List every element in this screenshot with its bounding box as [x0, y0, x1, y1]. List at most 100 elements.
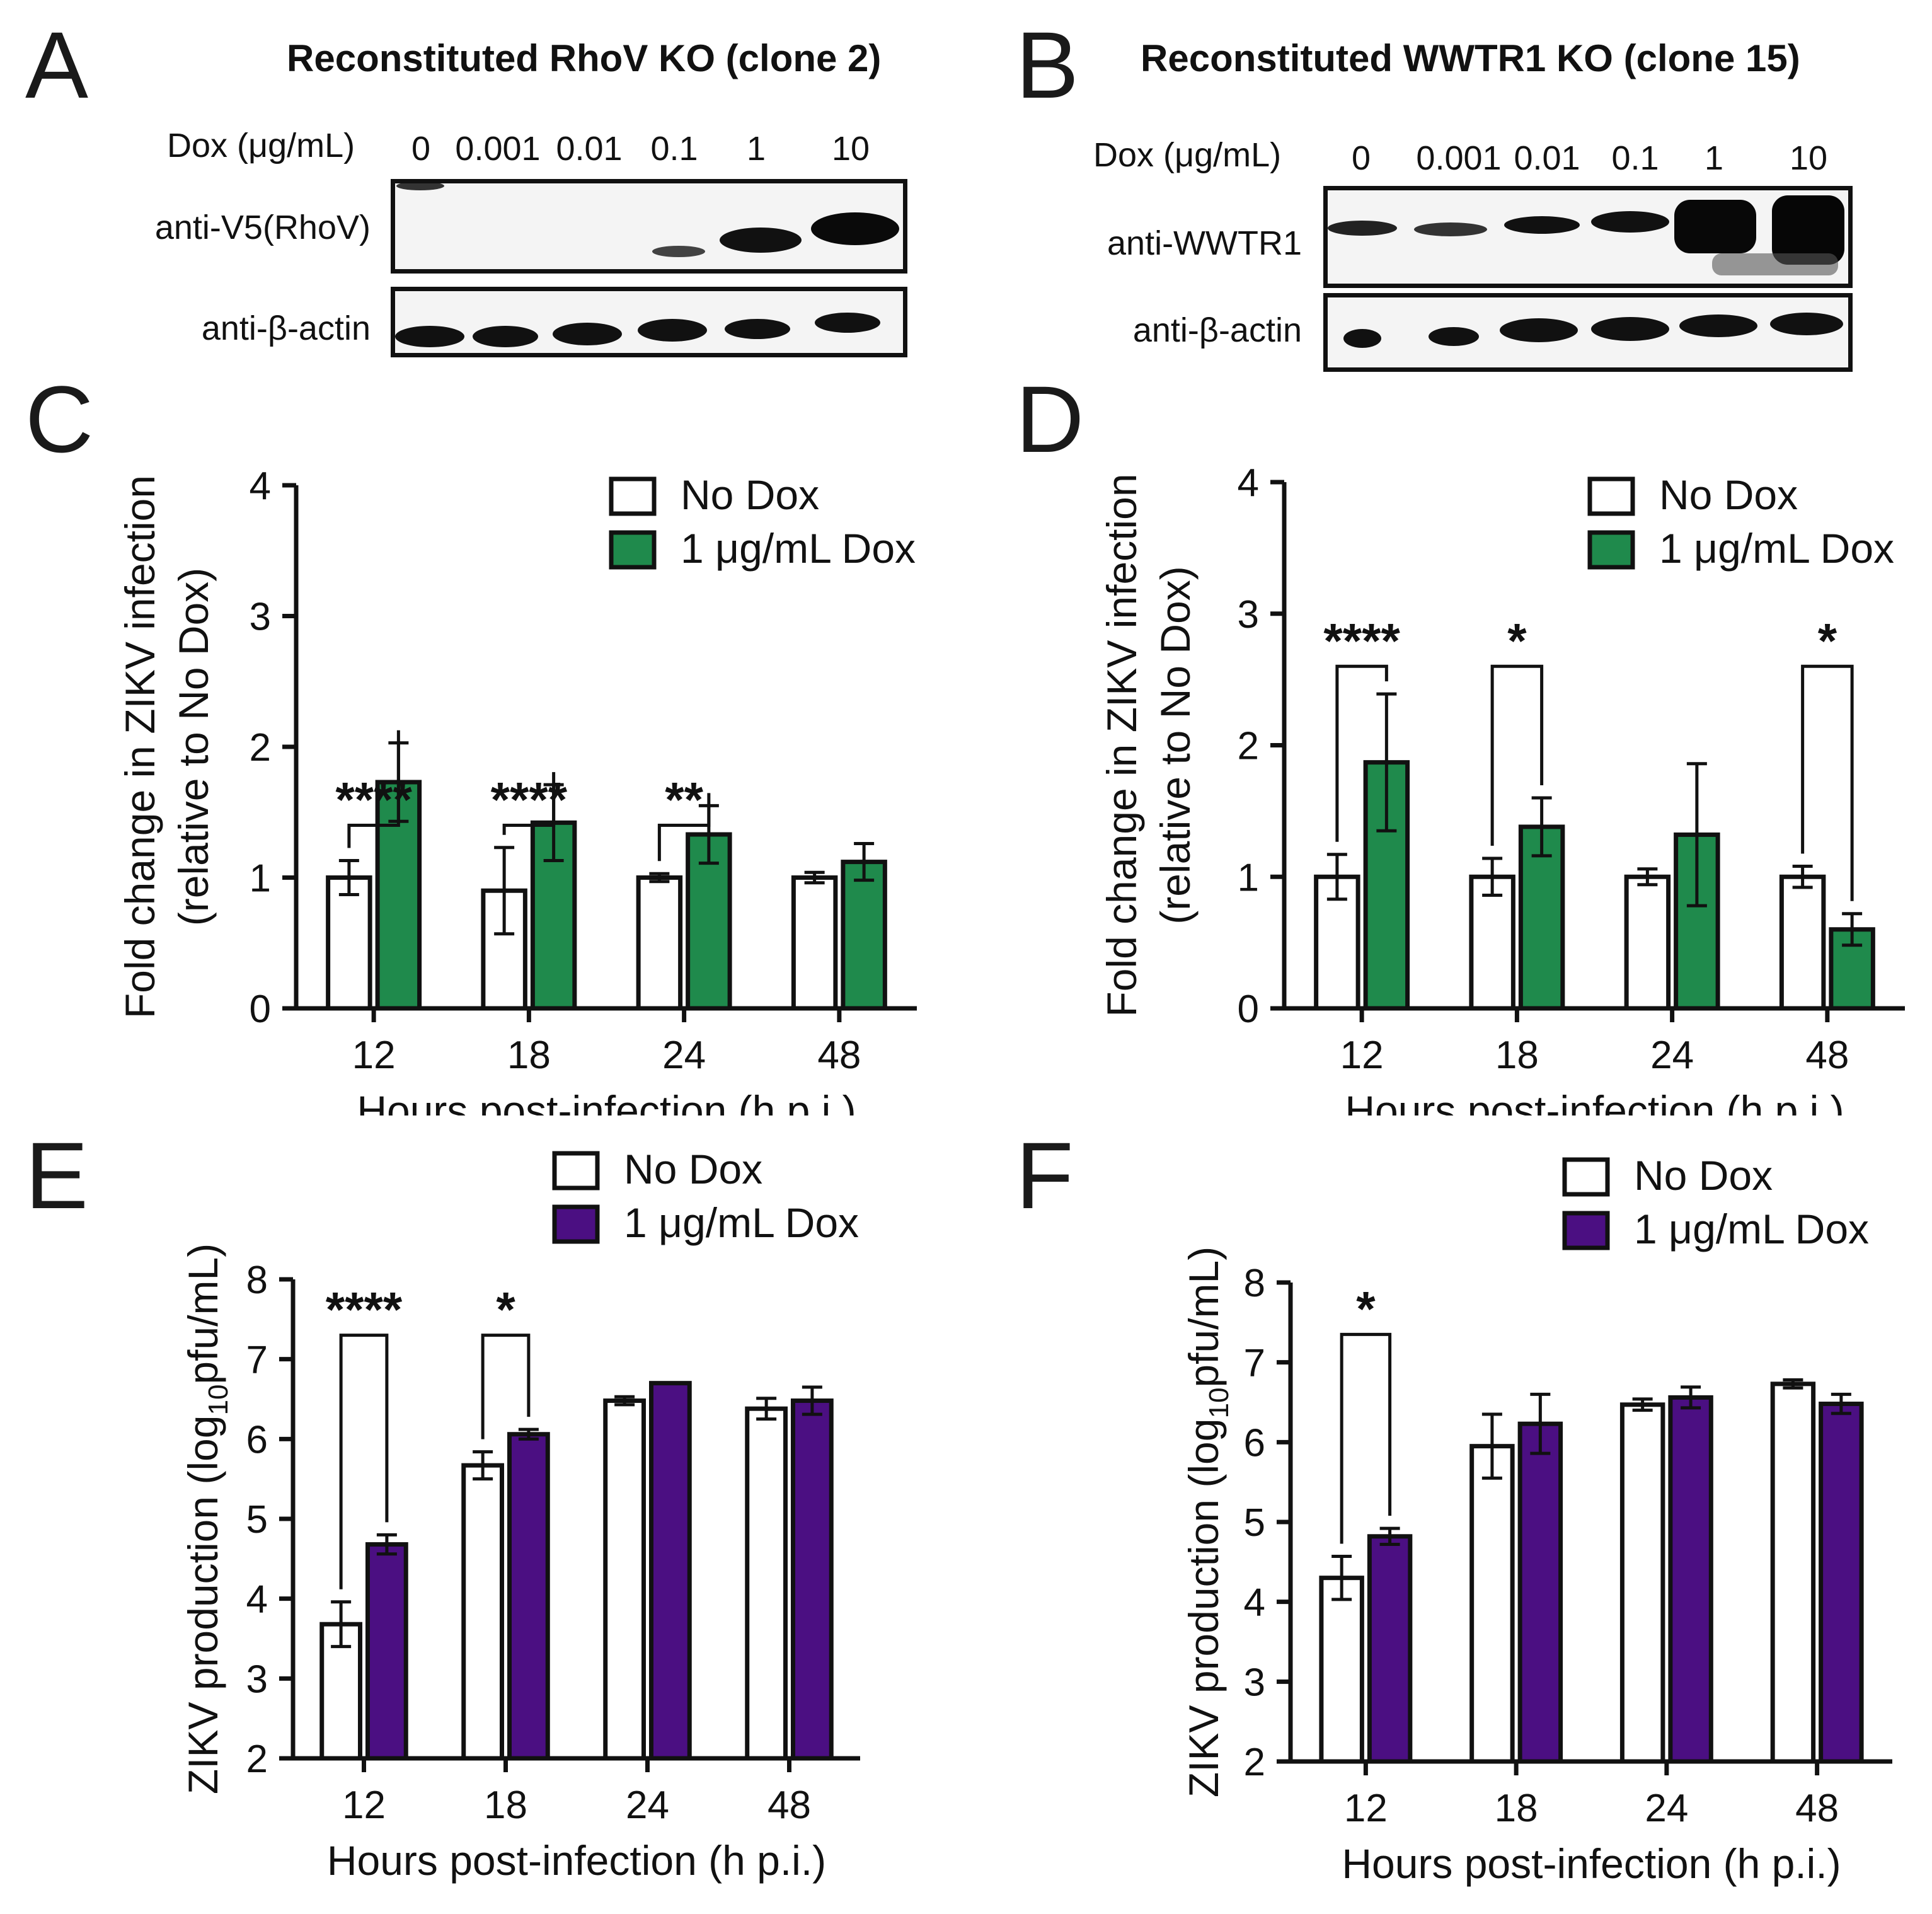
bar	[365, 1542, 408, 1761]
blot-b-lane-label: 0.1	[1611, 139, 1659, 177]
y-tick-label: 7	[1244, 1342, 1265, 1385]
panel-letter-b: B	[1016, 12, 1079, 118]
y-axis-title: ZIKV production (log10pfu/mL)	[1180, 1247, 1234, 1797]
bar-chart-f: 2 3 4 5 6 7 8 12 18 24 48 * No Dox 1 μg/mL Dox Hours p…	[1180, 1152, 1892, 1887]
blot-band	[638, 319, 707, 342]
y-tick-label: 2	[1238, 725, 1259, 768]
x-tick-label: 48	[1805, 1034, 1849, 1077]
bar	[1517, 1421, 1563, 1764]
blot-band	[1674, 200, 1756, 253]
bar	[745, 1406, 788, 1761]
significance-label: ****	[326, 1282, 403, 1337]
bar	[1779, 874, 1826, 1011]
bar	[1770, 1381, 1816, 1764]
blot-a-row-label: anti-β-actin	[201, 309, 371, 347]
bar	[1619, 1402, 1665, 1764]
significance-bracket	[1340, 1332, 1392, 1544]
bar	[1624, 874, 1671, 1011]
blot-b-lane-label: 10	[1789, 139, 1828, 177]
x-tick-label: 48	[817, 1034, 861, 1077]
legend-label: 1 μg/mL Dox	[1634, 1206, 1869, 1252]
panel-letter-a: A	[25, 12, 89, 118]
legend-swatch	[1562, 1211, 1610, 1250]
y-tick-label: 4	[1238, 461, 1259, 505]
blot-band	[1343, 329, 1381, 348]
bar	[375, 780, 422, 1011]
x-tick-label: 12	[342, 1784, 386, 1827]
y-tick-label: 6	[246, 1418, 268, 1461]
x-tick-label: 24	[1645, 1787, 1688, 1830]
blot-band	[553, 323, 622, 345]
significance-bracket	[339, 1334, 389, 1589]
blot-b-lane-label: 1	[1704, 139, 1724, 177]
blot-b-lane-label: 0.001	[1416, 139, 1502, 177]
y-axis-title: ZIKV production (log10pfu/mL)	[180, 1243, 234, 1794]
bar	[603, 1398, 646, 1761]
legend-label: No Dox	[624, 1146, 762, 1192]
blot-band	[1591, 317, 1669, 341]
legend-label: No Dox	[1634, 1152, 1773, 1199]
blot-band	[720, 228, 802, 253]
x-tick-label: 12	[1344, 1787, 1388, 1830]
y-tick-label: 3	[1238, 593, 1259, 637]
legend-label: No Dox	[681, 471, 819, 518]
significance-bracket	[1335, 664, 1388, 842]
blot-band	[396, 183, 444, 190]
bar	[1668, 1395, 1713, 1764]
blot-band	[1504, 216, 1580, 234]
blot-band	[811, 212, 899, 245]
significance-label: **	[665, 772, 703, 827]
y-tick-label: 1	[1238, 856, 1259, 899]
bar	[461, 1463, 504, 1761]
legend-label: No Dox	[1659, 471, 1798, 518]
y-tick-label: 4	[250, 464, 271, 508]
legend-label: 1 μg/mL Dox	[624, 1199, 859, 1246]
blot-band	[1770, 313, 1843, 335]
x-tick-label: 48	[768, 1784, 811, 1827]
y-tick-label: 3	[246, 1657, 268, 1701]
blot-b-dox-label: Dox (μg/mL)	[1093, 136, 1282, 174]
significance-label: *	[1507, 613, 1527, 668]
blot-a-actin-band-panel	[391, 287, 907, 357]
y-axis-subtitle: (relative to No Dox)	[1152, 566, 1199, 925]
blot-band	[1591, 211, 1669, 233]
bar	[649, 1381, 692, 1761]
blot-a-dox-label: Dox (μg/mL)	[167, 127, 355, 164]
blot-b-lane-label: 0.01	[1514, 139, 1580, 177]
y-tick-label: 2	[1244, 1741, 1265, 1784]
y-tick-label: 3	[1244, 1661, 1265, 1704]
bar	[1819, 1402, 1864, 1764]
y-tick-label: 4	[246, 1578, 268, 1622]
y-axis-subtitle: (relative to No Dox)	[170, 568, 217, 926]
legend-swatch	[609, 530, 657, 570]
y-tick-label: 7	[246, 1339, 268, 1382]
blot-band	[1414, 222, 1487, 236]
x-axis-title: Hours post-infection (h p.i.)	[1345, 1087, 1844, 1116]
significance-bracket	[347, 730, 400, 848]
blot-b-title: Reconstituted WWTR1 KO (clone 15)	[1141, 37, 1800, 79]
y-tick-label: 3	[250, 596, 271, 639]
x-tick-label: 24	[626, 1784, 669, 1827]
significance-label: ****	[335, 772, 412, 827]
bar	[791, 875, 838, 1011]
panel-letter-d: D	[1016, 366, 1084, 472]
bar	[791, 1398, 834, 1761]
x-tick-label: 24	[662, 1034, 706, 1077]
x-tick-label: 18	[484, 1784, 527, 1827]
y-tick-label: 5	[1244, 1501, 1265, 1545]
blot-band	[1712, 253, 1838, 275]
y-tick-label: 0	[1238, 988, 1259, 1031]
legend-swatch	[552, 1151, 600, 1190]
y-tick-label: 4	[1244, 1581, 1265, 1625]
x-tick-label: 18	[1495, 1787, 1538, 1830]
x-tick-label: 18	[1495, 1034, 1539, 1077]
blot-a-row-label: anti-V5(RhoV)	[154, 209, 371, 246]
blot-b-actin-band-panel	[1323, 293, 1853, 372]
significance-bracket	[502, 772, 556, 835]
y-axis-title: Fold change in ZIKV infection	[1098, 473, 1145, 1017]
significance-label: ****	[1323, 613, 1400, 668]
x-tick-label: 12	[1340, 1034, 1384, 1077]
x-tick-label: 48	[1795, 1787, 1839, 1830]
